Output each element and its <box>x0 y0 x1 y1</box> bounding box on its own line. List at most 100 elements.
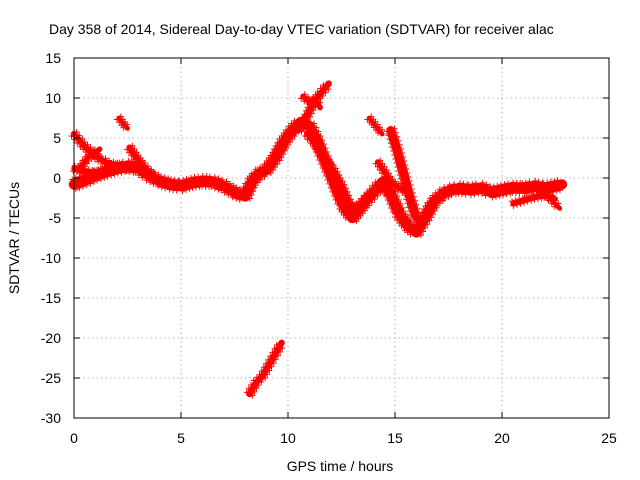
data-point <box>404 170 411 176</box>
data-point <box>397 176 404 182</box>
series-segment-2 <box>114 113 131 131</box>
tick-labels: 0 5 10 15 20 25 -30 -25 -20 -15 -10 -5 0 5 10 15 <box>41 50 617 446</box>
data-point <box>390 148 397 154</box>
data-point <box>406 178 413 184</box>
data-point <box>328 171 335 178</box>
data-point <box>408 186 415 192</box>
data-point <box>266 367 273 374</box>
data-point <box>271 146 277 153</box>
data-point <box>251 388 258 395</box>
data-point <box>312 135 319 142</box>
data-point <box>540 180 547 187</box>
data-point <box>386 201 393 207</box>
data-point <box>420 228 426 235</box>
data-point <box>261 173 268 180</box>
data-point <box>347 196 354 203</box>
data-point <box>446 181 453 188</box>
data-point <box>469 181 476 188</box>
data-point <box>94 177 101 184</box>
grid <box>74 58 609 418</box>
data-point <box>398 146 404 152</box>
series-outlier <box>243 339 286 399</box>
series-branch-15 <box>383 125 422 222</box>
data-point <box>500 192 507 199</box>
data-point <box>120 124 127 131</box>
series-cluster-14 <box>347 176 388 216</box>
data-point <box>395 197 402 203</box>
data-point <box>343 201 350 208</box>
data-point <box>516 190 523 197</box>
data-point <box>310 143 317 150</box>
data-point <box>462 191 469 198</box>
data-point <box>407 182 414 188</box>
data-point <box>103 170 110 177</box>
data-point <box>267 152 274 159</box>
data-point <box>394 193 401 199</box>
data-point <box>528 197 535 204</box>
data-point <box>111 171 118 178</box>
data-point <box>399 150 406 156</box>
data-point <box>340 195 347 202</box>
data-point <box>125 168 132 175</box>
data-point <box>180 177 187 183</box>
data-point <box>374 163 381 170</box>
data-point <box>128 152 135 159</box>
data-point <box>519 195 526 202</box>
data-point <box>392 189 399 195</box>
data-point <box>155 183 162 190</box>
x-tick-label: 10 <box>280 430 296 446</box>
data-point <box>218 187 225 194</box>
data-point <box>277 348 284 355</box>
data-point <box>80 146 87 153</box>
data-point <box>374 192 381 199</box>
data-point <box>383 176 390 183</box>
data-point <box>250 377 257 384</box>
series-band <box>126 144 157 180</box>
data-point <box>468 192 474 199</box>
data-point <box>233 195 240 202</box>
data-point <box>359 202 366 209</box>
data-point <box>509 198 515 205</box>
data-point <box>105 164 112 171</box>
data-point <box>73 169 80 176</box>
data-point <box>436 186 443 193</box>
data-point <box>395 168 402 174</box>
data-point <box>557 187 563 194</box>
data-point <box>242 180 249 187</box>
data-point <box>248 191 255 198</box>
data-point <box>82 153 89 160</box>
data-point <box>271 345 278 352</box>
data-point <box>263 360 269 367</box>
data-point <box>393 160 400 166</box>
x-tick-label: 25 <box>601 430 617 446</box>
series-band <box>70 130 135 172</box>
data-point <box>526 178 533 185</box>
data-point <box>325 86 332 93</box>
data-point <box>225 191 232 198</box>
data-point <box>76 184 83 191</box>
data-point <box>375 129 382 136</box>
data-point <box>145 173 152 180</box>
data-point <box>124 121 131 128</box>
data-point <box>309 95 316 102</box>
data-point <box>402 162 409 168</box>
data-point <box>417 232 424 239</box>
series-band <box>538 187 563 211</box>
data-point <box>317 133 324 140</box>
data-point <box>414 205 421 212</box>
data-point <box>272 356 279 363</box>
data-point <box>88 155 95 162</box>
data-point <box>372 160 379 167</box>
data-point <box>307 140 314 146</box>
data-point <box>317 161 324 167</box>
data-point <box>377 157 384 164</box>
y-tick-label: 0 <box>53 170 61 186</box>
data-point <box>429 192 436 199</box>
data-point <box>479 190 485 197</box>
data-point <box>344 188 351 195</box>
data-point <box>268 363 275 370</box>
data-point <box>397 182 404 189</box>
data-point <box>427 195 433 202</box>
data-point <box>319 146 326 153</box>
